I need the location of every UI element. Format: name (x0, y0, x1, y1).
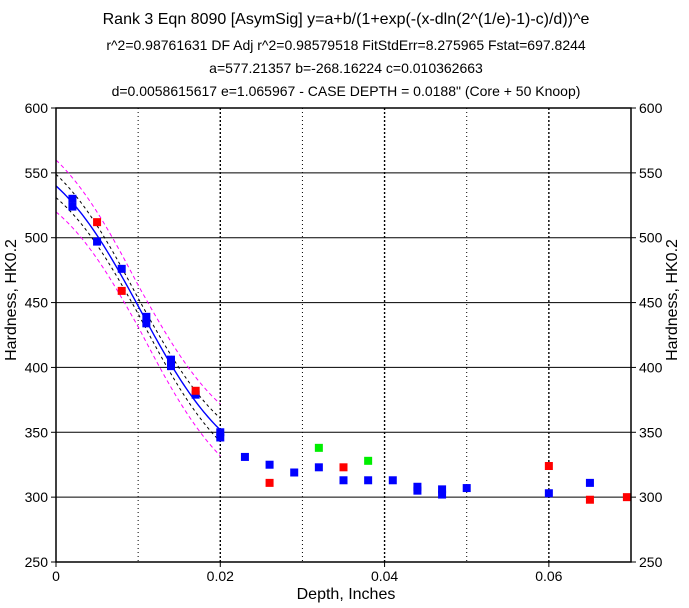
y-axis-label-left: Hardness, HK0.2 (3, 239, 20, 361)
data-point (413, 486, 422, 495)
x-tick-label: 0.02 (207, 568, 234, 584)
data-point (438, 490, 447, 499)
data-point (265, 460, 274, 469)
data-point (265, 478, 274, 487)
data-point (364, 476, 373, 485)
data-point (314, 463, 323, 472)
y-tick-label-right: 600 (639, 100, 663, 116)
data-points (68, 194, 631, 504)
confidence-band (55, 197, 221, 442)
data-point (585, 478, 594, 487)
data-point (68, 194, 77, 203)
plot-frame (55, 107, 632, 563)
title-line-3: a=577.21357 b=-268.16224 c=0.010362663 (209, 60, 483, 76)
y-tick-label-left: 300 (25, 489, 49, 505)
title-line-1: Rank 3 Eqn 8090 [AsymSig] y=a+b/(1+exp(-… (103, 11, 590, 28)
data-point (339, 463, 348, 472)
data-point (93, 237, 102, 246)
data-point (339, 476, 348, 485)
data-point (585, 495, 594, 504)
y-tick-label-left: 350 (25, 424, 49, 440)
y-tick-label-right: 450 (639, 295, 663, 311)
y-tick-label-right: 350 (639, 424, 663, 440)
data-point (191, 386, 200, 395)
data-point (117, 286, 126, 295)
data-point (167, 362, 175, 371)
data-point (142, 312, 151, 321)
y-tick-label-right: 400 (639, 359, 663, 375)
data-point (68, 202, 77, 211)
data-point (438, 485, 447, 494)
data-point (364, 456, 373, 465)
y-tick-label-right: 300 (639, 489, 663, 505)
data-point (544, 489, 553, 498)
x-tick-label: 0 (52, 568, 60, 584)
y-tick-label-right: 500 (639, 230, 663, 246)
data-point (117, 264, 126, 273)
x-tick-label: 0.04 (371, 568, 398, 584)
y-tick-label-left: 600 (25, 100, 49, 116)
y-tick-label-left: 450 (25, 295, 49, 311)
chart-title: Rank 3 Eqn 8090 [AsymSig] y=a+b/(1+exp(-… (103, 11, 590, 99)
y-tick-label-right: 550 (639, 165, 663, 181)
data-point (142, 319, 151, 328)
y-tick-label-left: 500 (25, 230, 49, 246)
data-point (216, 433, 225, 442)
data-point (167, 355, 175, 364)
y-axis-label-right: Hardness, HK0.2 (664, 239, 681, 361)
prediction-band (55, 159, 221, 405)
data-point (216, 428, 225, 437)
ticks: 250 250 300 300 350 350 400 400 450 450 500 500 550 5… (25, 100, 663, 584)
y-tick-label-left: 400 (25, 359, 49, 375)
y-tick-label-left: 550 (25, 165, 49, 181)
prediction-band (55, 211, 221, 457)
data-point (462, 484, 471, 493)
data-point (544, 462, 553, 471)
title-line-4: d=0.0058615617 e=1.065967 - CASE DEPTH =… (112, 83, 581, 99)
data-point (290, 468, 299, 477)
data-point (314, 443, 323, 452)
y-tick-label-right: 250 (639, 554, 663, 570)
x-axis-label: Depth, Inches (297, 586, 396, 603)
data-point (622, 493, 631, 502)
data-point (240, 452, 249, 461)
grid (56, 108, 631, 562)
title-line-2: r^2=0.98761631 DF Adj r^2=0.98579518 Fit… (106, 37, 586, 53)
y-tick-label-left: 250 (25, 554, 49, 570)
x-tick-label: 0.06 (535, 568, 562, 584)
data-point (388, 476, 397, 485)
data-point (93, 218, 102, 227)
